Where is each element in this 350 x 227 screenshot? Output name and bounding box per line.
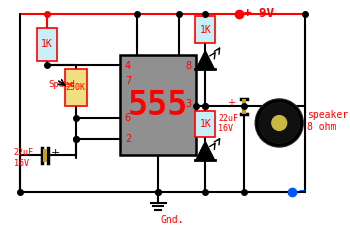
Text: 555: 555 [128, 89, 188, 122]
Text: + 9V: + 9V [244, 7, 274, 20]
Text: 22uF
16V: 22uF 16V [14, 148, 34, 168]
Text: 22uF
16V: 22uF 16V [218, 114, 238, 133]
Text: 6: 6 [125, 113, 131, 123]
Bar [195, 16, 216, 43]
Text: 3: 3 [185, 99, 191, 109]
Text: 7: 7 [125, 76, 131, 86]
Text: +: + [51, 148, 60, 158]
Text: Speed: Speed [48, 80, 75, 89]
Bar [242, 99, 246, 114]
Text: 1K: 1K [41, 39, 53, 49]
Text: Gnd.: Gnd. [161, 215, 184, 225]
Circle shape [259, 103, 300, 143]
Bar [195, 111, 216, 137]
Bar [120, 55, 196, 155]
Text: 8: 8 [185, 61, 191, 71]
Polygon shape [196, 51, 215, 69]
Bar [65, 69, 87, 106]
Text: +: + [227, 98, 235, 108]
Text: speaker
8 ohm: speaker 8 ohm [307, 110, 348, 132]
Bar [43, 149, 47, 162]
Circle shape [255, 99, 303, 147]
Polygon shape [196, 141, 215, 160]
Text: 2: 2 [125, 134, 131, 144]
Bar [37, 28, 57, 61]
Text: 1K: 1K [199, 119, 211, 129]
Text: –: – [299, 185, 306, 199]
Text: 1K: 1K [199, 25, 211, 35]
Text: 250K: 250K [66, 83, 86, 92]
Circle shape [272, 116, 287, 130]
Text: 4: 4 [125, 61, 131, 71]
Circle shape [257, 101, 301, 145]
